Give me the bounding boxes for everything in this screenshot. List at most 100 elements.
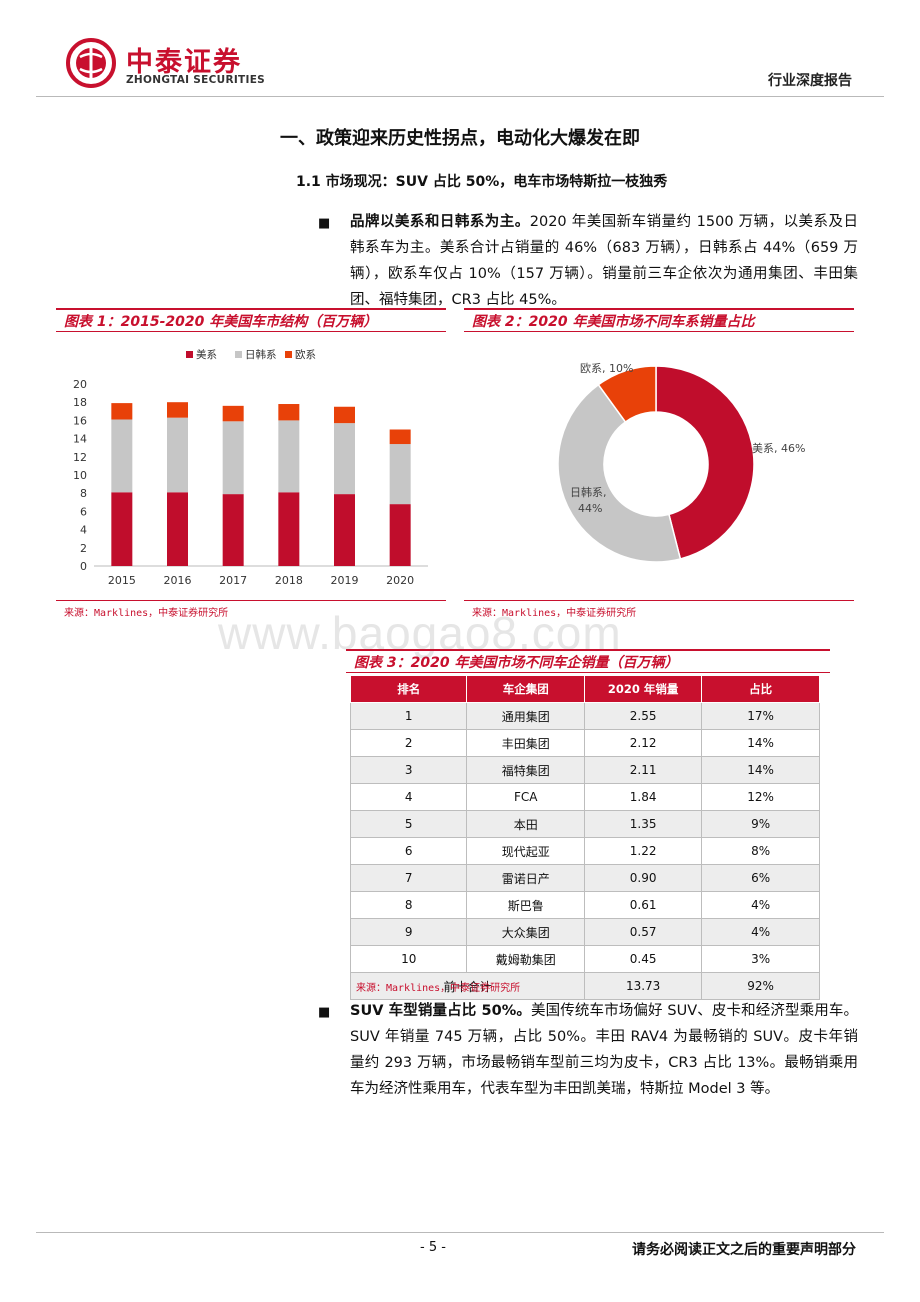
donut-slice: [597, 365, 657, 423]
cell-sales: 0.57: [584, 918, 703, 946]
bar-segment: [278, 404, 300, 421]
cell-group: 本田: [466, 810, 586, 838]
bar-segment: [111, 403, 133, 420]
bar-segment: [222, 421, 244, 495]
page-number: - 5 -: [420, 1240, 446, 1255]
paragraph-brands: ■ 品牌以美系和日韩系为主。2020 年美国新车销量约 1500 万辆，以美系及…: [318, 209, 858, 313]
x-tick-label: 2016: [164, 574, 192, 587]
x-tick-label: 2018: [275, 574, 303, 587]
table-row: 10 戴姆勒集团 0.45 3%: [349, 945, 820, 973]
y-tick-label: 18: [73, 396, 87, 409]
cell-sales: 0.45: [584, 945, 703, 973]
bar-segment: [222, 405, 244, 422]
footer-disclaimer: 请务必阅读正文之后的重要声明部分: [632, 1242, 856, 1258]
cell-share: 3%: [701, 945, 820, 973]
col-header-share: 占比: [701, 675, 820, 703]
cell-sales: 2.55: [584, 702, 703, 730]
paragraph-lead: 品牌以美系和日韩系为主。: [350, 214, 530, 230]
table-row: 9 大众集团 0.57 4%: [349, 918, 820, 946]
x-tick-label: 2019: [331, 574, 359, 587]
cell-sales: 2.11: [584, 756, 703, 784]
bullet-icon: ■: [318, 1005, 331, 1020]
paragraph-text: 美国传统车市场偏好 SUV、皮卡和经济型乘用车。SUV 年销量 745 万辆，占…: [350, 1003, 859, 1097]
bar-segment: [278, 492, 300, 566]
y-tick-label: 8: [80, 487, 87, 500]
section-title: 一、政策迎来历史性拐点，电动化大爆发在即: [280, 128, 640, 149]
table-header-row: 排名 车企集团 2020 年销量 占比: [349, 675, 820, 703]
figure2-source: 来源：Marklines，中泰证券研究所: [472, 608, 637, 619]
donut-slice: [655, 365, 755, 560]
report-type-label: 行业深度报告: [768, 73, 852, 89]
paragraph-text: 2020 年美国新车销量约 1500 万辆，以美系及日韩系车为主。美系合计占销量…: [350, 214, 858, 308]
cell-share: 14%: [701, 729, 820, 757]
cell-share: 4%: [701, 918, 820, 946]
cell-rank: 4: [349, 783, 468, 811]
cell-rank: 3: [349, 756, 468, 784]
paragraph-suv: ■ SUV 车型销量占比 50%。美国传统车市场偏好 SUV、皮卡和经济型乘用车…: [318, 998, 858, 1102]
table-row: 6 现代起亚 1.22 8%: [349, 837, 820, 865]
sales-ranking-table: 排名 车企集团 2020 年销量 占比 1 通用集团 2.55 17% 2 丰田集团 2.1…: [349, 675, 820, 1000]
x-tick-label: 2015: [108, 574, 136, 587]
bar-segment: [167, 492, 188, 566]
y-tick-label: 14: [73, 433, 87, 446]
bar-segment: [334, 423, 355, 495]
y-tick-label: 0: [80, 560, 87, 573]
cell-share: 12%: [701, 783, 820, 811]
bullet-icon: ■: [318, 216, 331, 231]
col-header-group: 车企集团: [466, 675, 586, 703]
table-row: 4 FCA 1.84 12%: [349, 783, 820, 811]
cell-group: 斯巴鲁: [466, 891, 586, 919]
legend-label: 欧系: [295, 349, 316, 361]
cell-rank: 2: [349, 729, 468, 757]
cell-total-sales: 13.73: [584, 972, 703, 1000]
footer-divider: [36, 1232, 884, 1233]
table-row: 3 福特集团 2.11 14%: [349, 756, 820, 784]
cell-sales: 1.35: [584, 810, 703, 838]
bar-segment: [278, 420, 300, 493]
cell-sales: 0.61: [584, 891, 703, 919]
y-tick-label: 2: [80, 542, 87, 555]
sub-title: 1.1 市场现况：SUV 占比 50%，电车市场特斯拉一枝独秀: [296, 174, 668, 190]
slice-label: 44%: [578, 502, 602, 515]
bar-segment: [389, 444, 411, 505]
col-header-rank: 排名: [349, 675, 468, 703]
bar-segment: [389, 504, 411, 566]
legend-label: 美系: [196, 348, 217, 361]
header-divider: [36, 96, 884, 97]
x-tick-label: 2017: [219, 574, 247, 587]
slice-label: 日韩系,: [570, 485, 607, 499]
bar-segment: [167, 402, 188, 418]
bar-segment: [334, 406, 355, 424]
cell-rank: 7: [349, 864, 468, 892]
bar-segment: [389, 429, 411, 445]
y-tick-label: 6: [80, 505, 87, 518]
cell-share: 17%: [701, 702, 820, 730]
cell-total-share: 92%: [701, 972, 820, 1000]
y-tick-label: 16: [73, 414, 87, 427]
bar-segment: [222, 494, 244, 566]
cell-share: 4%: [701, 891, 820, 919]
cell-group: 福特集团: [466, 756, 586, 784]
legend-label: 日韩系: [245, 348, 277, 361]
cell-rank: 6: [349, 837, 468, 865]
stacked-bar-chart: 美系 日韩系 欧系 0 2 4 6 8 10 12 14 16 18 20 2015 2016 2017 2018…: [73, 348, 428, 587]
y-tick-label: 12: [73, 451, 87, 464]
cell-rank: 8: [349, 891, 468, 919]
cell-share: 9%: [701, 810, 820, 838]
cell-rank: 9: [349, 918, 468, 946]
bar-segment: [167, 417, 188, 493]
cell-sales: 0.90: [584, 864, 703, 892]
cell-group: 现代起亚: [466, 837, 586, 865]
donut-slice: [557, 383, 682, 563]
figure1-source: 来源：Marklines，中泰证券研究所: [64, 608, 229, 619]
cell-sales: 2.12: [584, 729, 703, 757]
paragraph-lead: SUV 车型销量占比 50%。: [350, 1003, 532, 1019]
logo-english-text: ZHONGTAI SECURITIES: [126, 74, 266, 86]
table-row: 8 斯巴鲁 0.61 4%: [349, 891, 820, 919]
cell-share: 6%: [701, 864, 820, 892]
figure3-title: 图表 3：2020 年美国市场不同车企销量（百万辆）: [346, 649, 830, 673]
x-tick-label: 2020: [386, 574, 414, 587]
cell-group: 戴姆勒集团: [466, 945, 586, 973]
cell-sales: 1.22: [584, 837, 703, 865]
figure3-source: 来源：Marklines，中泰证券研究所: [356, 983, 521, 994]
